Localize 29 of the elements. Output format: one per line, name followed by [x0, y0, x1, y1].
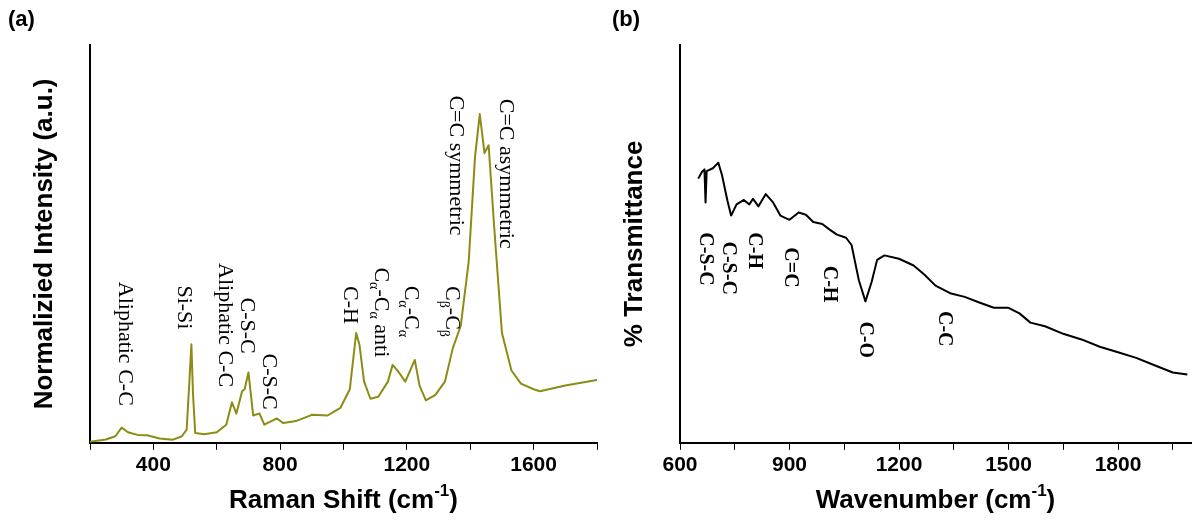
x-tick-label: 900: [771, 452, 808, 476]
annotation: Cα-Cα anti: [366, 267, 396, 358]
annotation: C-H: [745, 232, 768, 270]
annotation: Cα-Cα: [396, 285, 425, 338]
x-tick-label: 400: [135, 452, 171, 476]
x-tick-label: 1500: [985, 452, 1032, 476]
x-tick-label: 1200: [383, 452, 431, 476]
annotation: C=C symmetric: [444, 95, 470, 236]
annotation: C-O: [856, 321, 879, 359]
x-tick-label: 600: [662, 452, 698, 476]
annotation: Cβ-Cβ: [437, 286, 466, 337]
annotation: C-H: [339, 285, 365, 324]
y-axis-title: % Transmittance: [618, 140, 649, 348]
x-tick-label: 1800: [1094, 452, 1142, 476]
x-tick-label: 1200: [875, 452, 923, 476]
annotation: Aliphatic C-C: [114, 281, 140, 406]
annotation: C-C: [934, 310, 957, 347]
x-tick-label: 1600: [510, 452, 557, 476]
annotation: C-S-C: [696, 232, 719, 286]
annotation: C-H: [819, 265, 842, 303]
chart-title: (a): [8, 6, 35, 32]
annotation: Si-Si: [172, 285, 198, 330]
y-axis-title: Normalizied Intensity (a.u.): [28, 78, 59, 410]
annotation: C=C asymmetric: [495, 98, 521, 249]
chart-title: (b): [612, 6, 641, 32]
x-tick-label: 800: [262, 452, 298, 476]
annotation: C=C: [781, 247, 804, 288]
annotation: C-S-C: [718, 241, 741, 295]
annotation: C-S-C: [258, 353, 284, 410]
